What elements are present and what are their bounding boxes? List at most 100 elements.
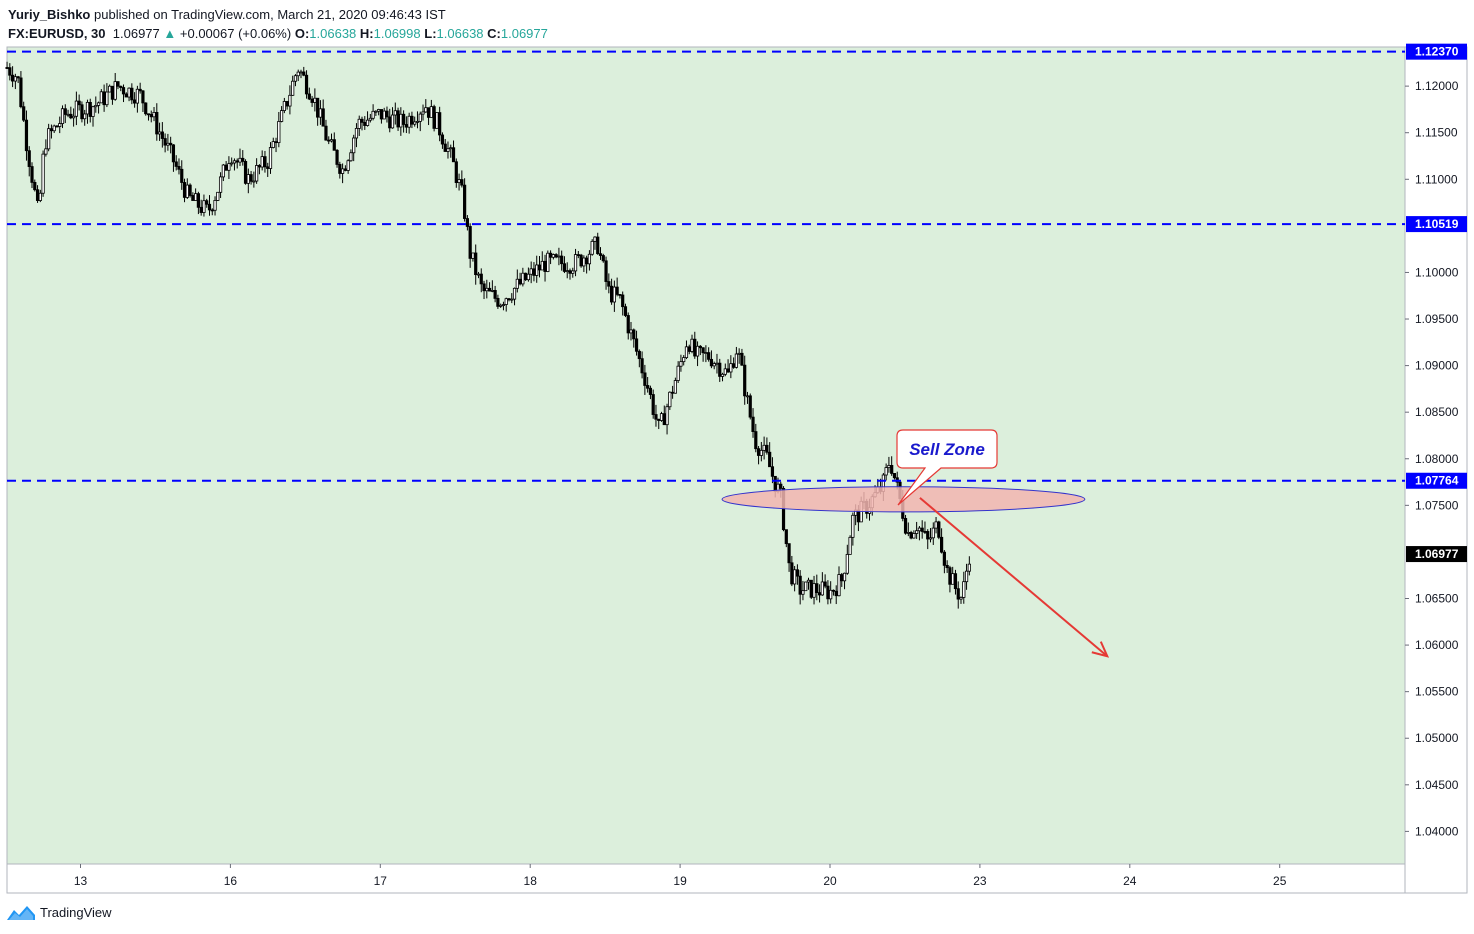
- candle-body: [116, 81, 120, 87]
- candle-body: [88, 101, 92, 117]
- candle-body: [83, 113, 87, 120]
- candle-body: [704, 352, 708, 355]
- candle-body: [579, 254, 583, 267]
- candle-body: [232, 160, 237, 164]
- candle-body: [629, 329, 633, 334]
- candle-body: [8, 67, 12, 76]
- candle-body: [942, 551, 946, 566]
- level-price-label: 1.07764: [1415, 474, 1459, 488]
- candle-body: [404, 124, 408, 128]
- candle-body: [94, 105, 98, 108]
- candle-body: [318, 108, 323, 118]
- candle-body: [393, 110, 397, 116]
- candle-body: [953, 573, 958, 590]
- candle-body: [465, 218, 469, 227]
- candle-body: [471, 252, 475, 259]
- candle-body: [135, 88, 139, 104]
- level-price-tag: [1406, 216, 1467, 233]
- symbol-label[interactable]: FX:EURUSD, 30: [8, 26, 106, 41]
- candle-body: [787, 543, 791, 564]
- candle-body: [213, 200, 217, 211]
- price-tick-label: 1.04000: [1415, 824, 1459, 838]
- candle-body: [485, 287, 489, 292]
- time-axis[interactable]: [6, 863, 1406, 894]
- candle-body: [52, 125, 56, 132]
- candle-body: [809, 579, 813, 598]
- candle-body: [729, 363, 733, 373]
- candle-body: [19, 77, 23, 108]
- tradingview-brand: TradingView: [40, 904, 112, 920]
- candle-body: [770, 466, 775, 477]
- close-label: C:: [487, 26, 501, 41]
- publish-info: Yuriy_Bishko published on TradingView.co…: [8, 7, 446, 22]
- candle-body: [13, 76, 17, 82]
- candle-body: [646, 385, 650, 389]
- candle-body: [27, 150, 31, 167]
- candle-body: [540, 260, 544, 271]
- candle-body: [138, 88, 142, 92]
- candle-body: [429, 106, 433, 118]
- price-tick-label: 1.04500: [1415, 778, 1459, 792]
- candle-body: [928, 537, 933, 540]
- candle-body: [435, 112, 439, 129]
- candle-body: [609, 285, 614, 303]
- candle-body: [266, 166, 270, 169]
- candle-body: [207, 203, 212, 211]
- candle-body: [33, 181, 37, 191]
- candle-body: [487, 287, 492, 292]
- candle-body: [931, 527, 935, 539]
- candle-body: [238, 157, 242, 163]
- candle-body: [720, 373, 725, 377]
- candle-body: [438, 112, 442, 136]
- sell-zone-callout[interactable]: [896, 429, 998, 506]
- candle-body: [743, 364, 747, 397]
- candle-body: [773, 475, 777, 492]
- candle-body: [307, 93, 311, 100]
- candle-body: [360, 118, 364, 123]
- candle-body: [795, 569, 799, 577]
- forecast-arrow-line[interactable]: [919, 497, 1108, 658]
- candle-body: [759, 449, 763, 456]
- plot-area[interactable]: [6, 46, 1406, 865]
- candle-body: [709, 358, 714, 367]
- candle-body: [590, 240, 594, 255]
- candle-body: [756, 448, 761, 456]
- candle-body: [848, 536, 852, 555]
- candle-body: [912, 533, 916, 539]
- candle-body: [568, 270, 572, 274]
- time-tick-label: 18: [524, 874, 538, 888]
- candle-body: [751, 416, 755, 432]
- candle-body: [784, 529, 788, 545]
- candle-body: [884, 467, 888, 476]
- candle-body: [268, 147, 273, 169]
- candle-body: [108, 85, 112, 93]
- candle-body: [22, 106, 26, 121]
- tradingview-footer[interactable]: TradingView: [6, 903, 112, 921]
- candle-body: [58, 123, 62, 127]
- candle-body: [127, 87, 131, 98]
- candle-body: [554, 254, 558, 258]
- candle-body: [157, 131, 162, 135]
- candle-body: [715, 362, 719, 365]
- candle-body: [224, 164, 228, 171]
- candle-body: [626, 315, 630, 334]
- candle-body: [121, 87, 126, 95]
- candle-body: [55, 125, 59, 128]
- candle-body: [596, 236, 600, 255]
- author-name[interactable]: Yuriy_Bishko: [8, 7, 91, 22]
- candle-body: [407, 115, 411, 128]
- price-axis[interactable]: [1404, 46, 1468, 894]
- candle-body: [415, 120, 420, 123]
- candle-body: [515, 278, 519, 289]
- candle-body: [274, 141, 278, 144]
- candle-body: [426, 107, 431, 118]
- candle-body: [365, 119, 370, 126]
- candle-body: [829, 589, 833, 600]
- candle-body: [806, 579, 811, 583]
- price-tick-label: 1.05000: [1415, 731, 1459, 745]
- candle-body: [510, 298, 514, 301]
- candle-body: [16, 76, 20, 79]
- candle-body: [205, 200, 209, 205]
- candle-body: [851, 514, 855, 538]
